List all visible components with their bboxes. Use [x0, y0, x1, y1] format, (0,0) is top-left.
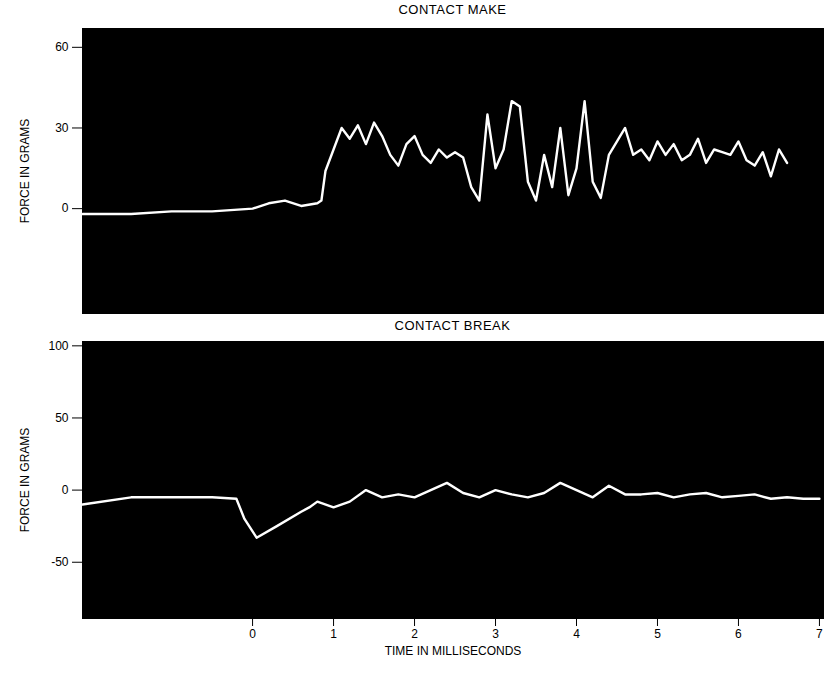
- svg-text:5: 5: [654, 627, 661, 641]
- svg-text:50: 50: [55, 411, 69, 425]
- html-text:CONTACT BREAK: CONTACT BREAK: [394, 318, 511, 333]
- svg-text:0: 0: [62, 201, 69, 215]
- svg-text:-50: -50: [51, 555, 69, 569]
- svg-text:7: 7: [816, 627, 823, 641]
- svg-text:1: 1: [330, 627, 337, 641]
- svg-text:FORCE IN GRAMS: FORCE IN GRAMS: [18, 428, 32, 533]
- svg-text:3: 3: [492, 627, 499, 641]
- svg-text:TIME IN MILLISECONDS: TIME IN MILLISECONDS: [385, 644, 522, 658]
- svg-text:30: 30: [55, 121, 69, 135]
- svg-text:2: 2: [411, 627, 418, 641]
- svg-text:0: 0: [62, 483, 69, 497]
- svg-text:60: 60: [55, 40, 69, 54]
- svg-text:FORCE IN GRAMS: FORCE IN GRAMS: [18, 119, 32, 224]
- svg-text:6: 6: [735, 627, 742, 641]
- html-text:CONTACT MAKE: CONTACT MAKE: [398, 2, 507, 17]
- svg-text:4: 4: [573, 627, 580, 641]
- svg-text:100: 100: [48, 339, 68, 353]
- svg-text:0: 0: [249, 627, 256, 641]
